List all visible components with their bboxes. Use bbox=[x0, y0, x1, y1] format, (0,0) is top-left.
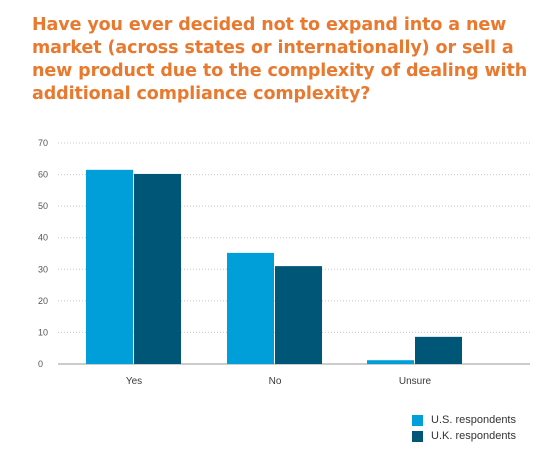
x-category-label: Unsure bbox=[399, 376, 432, 387]
bar-unsure-us bbox=[367, 360, 414, 364]
y-tick-label: 70 bbox=[38, 138, 48, 148]
bar-yes-uk bbox=[134, 173, 181, 364]
bar-yes-us bbox=[86, 169, 133, 364]
y-tick-label: 50 bbox=[38, 201, 48, 211]
y-tick-label: 30 bbox=[38, 264, 48, 274]
y-tick-label: 20 bbox=[38, 296, 48, 306]
legend-swatch-uk bbox=[412, 430, 423, 442]
legend-item-uk: U.K. respondents bbox=[412, 428, 516, 444]
x-category-label: No bbox=[269, 376, 282, 387]
legend-label-uk: U.K. respondents bbox=[431, 430, 516, 442]
y-tick-label: 40 bbox=[38, 233, 48, 243]
legend: U.S. respondents U.K. respondents bbox=[412, 412, 516, 444]
legend-swatch-us bbox=[412, 414, 423, 426]
bar-no-uk bbox=[275, 266, 322, 364]
chart-title: Have you ever decided not to expand into… bbox=[32, 15, 528, 104]
x-category-label: Yes bbox=[126, 376, 142, 387]
bar-unsure-uk bbox=[415, 336, 462, 364]
y-tick-label: 60 bbox=[38, 170, 48, 180]
bar-no-us bbox=[227, 252, 274, 364]
legend-item-us: U.S. respondents bbox=[412, 412, 516, 428]
y-tick-label: 0 bbox=[38, 359, 43, 369]
y-tick-label: 10 bbox=[38, 327, 48, 337]
legend-label-us: U.S. respondents bbox=[431, 414, 516, 426]
